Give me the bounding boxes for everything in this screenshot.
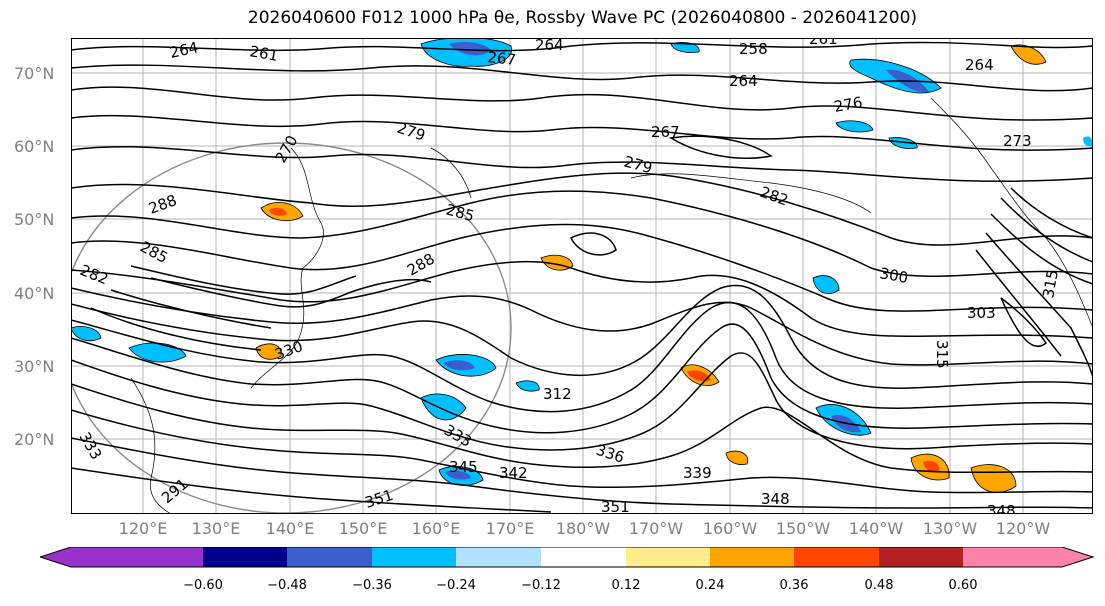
contour-label-303: 303 xyxy=(967,304,996,322)
map-frame xyxy=(71,38,1093,514)
contour-label-264-b: 264 xyxy=(535,38,564,54)
colorbar-segment xyxy=(794,547,879,567)
colorbar-extend-low xyxy=(40,547,71,567)
lat-label-50n: 50°N xyxy=(14,210,55,229)
lon-label-150w: 150°W xyxy=(775,519,831,538)
colorbar-segment xyxy=(710,547,794,567)
contour-label-312: 312 xyxy=(543,385,572,403)
lon-label-160w: 160°W xyxy=(702,519,758,538)
contour-label-351-b: 351 xyxy=(601,498,630,514)
contour-label-261-b: 261 xyxy=(809,38,838,48)
colorbar-segment xyxy=(963,547,1062,567)
colorbar-segment xyxy=(287,547,372,567)
lon-label-170w: 170°W xyxy=(628,519,684,538)
contour-label-339: 339 xyxy=(683,464,712,482)
colorbar-tick-4: −0.24 xyxy=(436,578,476,593)
lon-label-160e: 160°E xyxy=(411,519,461,538)
colorbar-segment xyxy=(71,547,203,567)
map-panel: 264 261 267 264 258 261 264 264 270 279 … xyxy=(71,38,1093,514)
lon-label-130e: 130°E xyxy=(191,519,241,538)
colorbar-tick-8: 0.36 xyxy=(779,578,809,593)
colorbar-tick-9: 0.48 xyxy=(864,578,894,593)
colorbar-tick-5: −0.12 xyxy=(521,578,561,593)
theta-e-contours xyxy=(71,41,1093,513)
contour-label-264-c: 264 xyxy=(729,72,758,90)
colorbar-segment xyxy=(541,547,626,567)
lon-label-180w: 180°W xyxy=(555,519,611,538)
lon-label-120w: 120°W xyxy=(995,519,1051,538)
coastlines xyxy=(130,97,1093,514)
contour-label-300: 300 xyxy=(878,264,909,287)
contour-label-261-a: 261 xyxy=(248,42,279,65)
colorbar-segment xyxy=(203,547,287,567)
colorbar xyxy=(40,547,1095,568)
lat-label-20n: 20°N xyxy=(14,430,55,449)
map-canvas: 264 261 267 264 258 261 264 264 270 279 … xyxy=(71,38,1093,514)
contour-label-345: 345 xyxy=(449,458,478,476)
contour-label-264-a: 264 xyxy=(168,38,200,62)
contour-label-267-b: 267 xyxy=(651,123,680,141)
colorbar-segment xyxy=(626,547,710,567)
colorbar-segment xyxy=(456,547,541,567)
contour-label-348-b: 348 xyxy=(987,502,1016,514)
colorbar-segments xyxy=(71,547,1062,567)
chart-title: 2026040600 F012 1000 hPa θe, Rossby Wave… xyxy=(247,8,918,28)
lon-label-140e: 140°E xyxy=(265,519,315,538)
colorbar-tick-7: 0.24 xyxy=(695,578,725,593)
lat-label-70n: 70°N xyxy=(14,64,55,83)
colorbar-segment xyxy=(372,547,456,567)
lon-label-150e: 150°E xyxy=(338,519,388,538)
contour-label-348-a: 348 xyxy=(761,490,790,508)
colorbar-segment xyxy=(879,547,963,567)
contour-label-273: 273 xyxy=(1003,132,1032,150)
lat-label-40n: 40°N xyxy=(14,284,55,303)
colorbar-extend-high xyxy=(1062,547,1093,567)
contour-label-342: 342 xyxy=(499,464,528,482)
contour-label-264-d: 264 xyxy=(965,56,994,74)
lon-label-170e: 170°E xyxy=(485,519,535,538)
colorbar-tick-1: −0.60 xyxy=(183,578,223,593)
colorbar-outline xyxy=(40,547,1095,568)
contour-label-315-a: 315 xyxy=(933,340,951,369)
lon-label-130w: 130°W xyxy=(922,519,978,538)
colorbar-tick-10: 0.60 xyxy=(948,578,978,593)
lat-label-30n: 30°N xyxy=(14,357,55,376)
colorbar-tick-6: 0.12 xyxy=(611,578,641,593)
lat-label-60n: 60°N xyxy=(14,137,55,156)
contour-label-258: 258 xyxy=(739,40,768,58)
contour-label-276: 276 xyxy=(833,93,864,116)
lon-label-120e: 120°E xyxy=(118,519,168,538)
colorbar-tick-3: −0.36 xyxy=(352,578,392,593)
contour-label-315-b: 315 xyxy=(1039,268,1062,299)
lon-label-140w: 140°W xyxy=(848,519,904,538)
contour-label-267-a: 267 xyxy=(487,48,517,69)
colorbar-tick-2: −0.48 xyxy=(267,578,307,593)
